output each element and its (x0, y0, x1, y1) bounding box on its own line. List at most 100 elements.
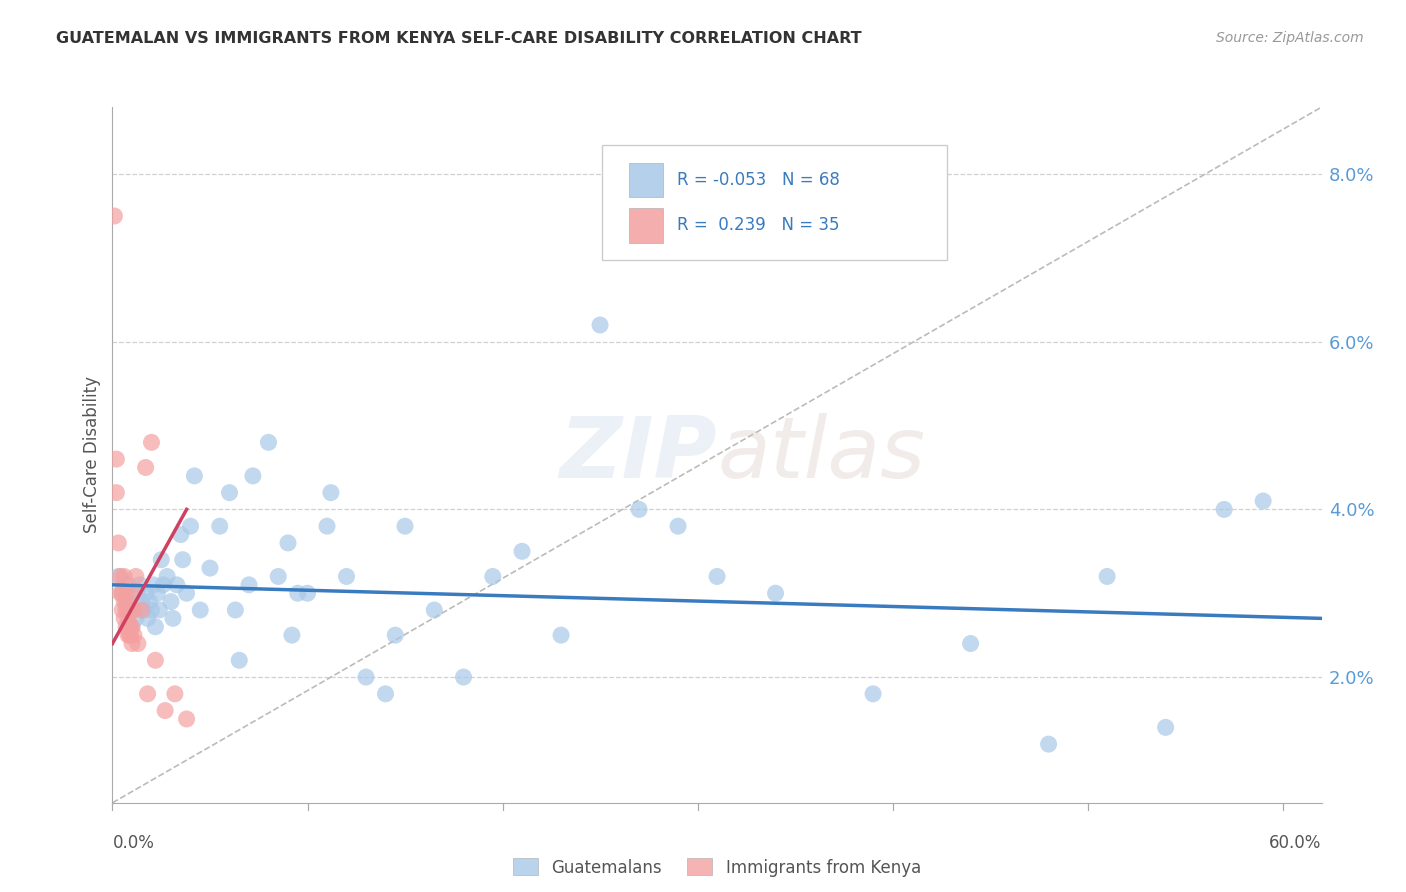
FancyBboxPatch shape (628, 162, 662, 197)
Point (117, 578, 139, 592)
Text: Source: ZipAtlas.com: Source: ZipAtlas.com (1216, 31, 1364, 45)
FancyBboxPatch shape (602, 145, 946, 260)
Point (354, 670, 377, 684)
Point (160, 594, 183, 608)
Point (131, 594, 153, 608)
Point (166, 578, 188, 592)
Point (374, 687, 396, 701)
Point (959, 636, 981, 650)
Point (111, 586, 134, 600)
Point (242, 468, 264, 483)
Text: 60.0%: 60.0% (1270, 834, 1322, 852)
Point (107, 569, 129, 583)
Point (111, 586, 134, 600)
Point (179, 519, 201, 533)
Point (110, 586, 132, 600)
Point (153, 704, 176, 718)
Point (145, 653, 167, 667)
Point (142, 578, 165, 592)
Point (122, 603, 145, 617)
Point (118, 628, 141, 642)
Point (103, 209, 125, 223)
Point (1213, 502, 1236, 516)
Point (112, 611, 135, 625)
Point (188, 603, 211, 617)
Point (131, 603, 153, 617)
Point (125, 611, 148, 625)
Point (198, 561, 221, 575)
Point (384, 628, 406, 642)
Point (117, 628, 139, 642)
Point (110, 569, 132, 583)
Point (589, 318, 612, 332)
Point (146, 586, 169, 600)
Point (176, 586, 198, 600)
Point (1038, 737, 1060, 751)
Point (122, 628, 145, 642)
Point (267, 569, 290, 583)
Point (125, 569, 148, 583)
Point (148, 603, 170, 617)
Point (141, 603, 163, 617)
Point (176, 712, 198, 726)
Point (453, 670, 475, 684)
Point (281, 628, 304, 642)
Point (150, 552, 173, 566)
Point (163, 687, 186, 701)
Point (277, 536, 299, 550)
Point (152, 578, 174, 592)
Point (115, 594, 138, 608)
Text: R =  0.239   N = 35: R = 0.239 N = 35 (678, 217, 839, 235)
Point (112, 569, 135, 583)
Point (107, 536, 129, 550)
Point (141, 435, 163, 450)
Point (156, 569, 179, 583)
Point (481, 569, 503, 583)
Point (765, 586, 787, 600)
Point (138, 594, 160, 608)
Point (316, 519, 339, 533)
Text: atlas: atlas (717, 413, 925, 497)
Point (111, 603, 134, 617)
Point (1251, 494, 1274, 508)
Point (105, 485, 128, 500)
Point (115, 603, 138, 617)
Point (218, 485, 240, 500)
Text: R = -0.053   N = 68: R = -0.053 N = 68 (678, 171, 839, 189)
Point (550, 628, 572, 642)
Point (105, 452, 128, 467)
Point (127, 636, 149, 650)
Point (172, 552, 194, 566)
Point (628, 502, 651, 516)
Point (128, 578, 150, 592)
Point (706, 569, 728, 583)
Point (121, 620, 143, 634)
Point (145, 620, 167, 634)
Point (257, 435, 280, 450)
Point (862, 687, 884, 701)
Point (121, 603, 143, 617)
Point (183, 468, 205, 483)
Point (121, 636, 143, 650)
Point (319, 485, 342, 500)
Point (1154, 720, 1177, 734)
Point (335, 569, 357, 583)
Point (135, 460, 157, 475)
Point (117, 603, 139, 617)
Point (115, 620, 138, 634)
Point (117, 611, 139, 625)
Point (136, 611, 159, 625)
FancyBboxPatch shape (628, 208, 662, 243)
Point (121, 586, 143, 600)
Point (228, 653, 250, 667)
Y-axis label: Self-Care Disability: Self-Care Disability (83, 376, 101, 533)
Point (170, 527, 193, 541)
Point (132, 603, 155, 617)
Text: ZIP: ZIP (560, 413, 717, 497)
Point (287, 586, 309, 600)
Point (666, 519, 689, 533)
Point (135, 586, 157, 600)
Text: 0.0%: 0.0% (112, 834, 155, 852)
Point (297, 586, 319, 600)
Point (118, 620, 141, 634)
